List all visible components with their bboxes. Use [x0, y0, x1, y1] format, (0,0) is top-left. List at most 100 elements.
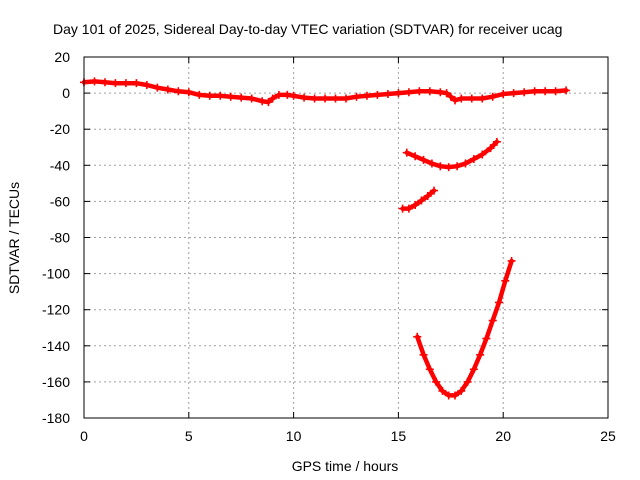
y-tick-label: -180	[42, 410, 70, 426]
data-point	[476, 350, 485, 359]
y-tick-label: 0	[62, 85, 70, 101]
y-tick-label: 20	[54, 49, 70, 65]
data-point	[258, 97, 267, 106]
data-point	[562, 86, 571, 95]
data-point	[501, 276, 510, 285]
data-point	[446, 92, 455, 101]
data-point	[264, 98, 273, 107]
data-point	[404, 204, 413, 213]
data-point	[413, 332, 422, 341]
data-point	[530, 87, 539, 96]
data-point	[417, 196, 426, 205]
data-point	[482, 334, 491, 343]
data-point	[331, 94, 340, 103]
data-point	[423, 191, 432, 200]
data-point	[373, 90, 382, 99]
data-point	[111, 79, 120, 88]
data-point	[425, 87, 434, 96]
data-point	[430, 186, 439, 195]
data-point	[121, 79, 130, 88]
data-point	[195, 90, 204, 99]
ticks: 0 5 10 15 20 25 20 0 -20 -40 -60 -80 -100 -120 -140 -16…	[42, 49, 616, 444]
data-point	[132, 79, 141, 88]
data-point	[321, 94, 330, 103]
x-tick-label: 25	[600, 428, 616, 444]
x-tick-label: 15	[391, 428, 407, 444]
data-point	[394, 89, 403, 98]
y-tick-label: -160	[42, 374, 70, 390]
data-series	[80, 77, 571, 400]
data-point	[457, 386, 466, 395]
x-tick-label: 0	[80, 428, 88, 444]
data-point	[427, 159, 436, 168]
data-point	[520, 88, 529, 97]
data-point	[469, 154, 478, 163]
data-point	[436, 162, 445, 171]
data-point	[461, 159, 470, 168]
series-trace	[415, 258, 514, 398]
data-point	[283, 90, 292, 99]
data-point	[216, 91, 225, 100]
data-point	[442, 89, 451, 98]
data-point	[438, 386, 447, 395]
data-point	[402, 148, 411, 157]
data-point	[237, 93, 246, 102]
data-point	[274, 90, 283, 99]
y-tick-label: -120	[42, 302, 70, 318]
data-point	[488, 316, 497, 325]
data-point	[268, 94, 277, 103]
data-point	[541, 87, 550, 96]
data-point	[492, 137, 501, 146]
data-point	[411, 201, 420, 210]
data-point	[100, 78, 109, 87]
y-tick-label: -100	[42, 266, 70, 282]
data-point	[289, 91, 298, 100]
y-axis-label: SDTVAR / TECUs	[6, 182, 22, 294]
x-axis-label: GPS time / hours	[292, 458, 399, 474]
data-point	[444, 163, 453, 172]
data-point	[463, 377, 472, 386]
data-point	[509, 89, 518, 98]
data-point	[495, 298, 504, 307]
data-point	[453, 162, 462, 171]
data-point	[247, 94, 256, 103]
data-point	[450, 391, 459, 400]
data-point	[425, 365, 434, 374]
x-tick-label: 5	[185, 428, 193, 444]
chart-title: Day 101 of 2025, Sidereal Day-to-day VTE…	[53, 21, 562, 37]
data-point	[153, 83, 162, 92]
data-point	[419, 350, 428, 359]
data-point	[499, 90, 508, 99]
data-point	[436, 88, 445, 97]
data-point	[507, 256, 516, 265]
y-tick-label: -20	[50, 121, 70, 137]
data-point	[450, 96, 459, 105]
data-point	[419, 155, 428, 164]
data-point	[184, 88, 193, 97]
data-point	[226, 92, 235, 101]
data-point	[415, 87, 424, 96]
data-point	[310, 94, 319, 103]
data-point	[404, 88, 413, 97]
x-tick-label: 10	[286, 428, 302, 444]
data-point	[90, 77, 99, 86]
data-point	[469, 365, 478, 374]
y-tick-label: -80	[50, 230, 70, 246]
data-point	[486, 144, 495, 153]
data-point	[362, 91, 371, 100]
data-point	[467, 94, 476, 103]
grid	[84, 57, 608, 418]
data-point	[478, 150, 487, 159]
data-point	[300, 93, 309, 102]
data-point	[551, 87, 560, 96]
data-point	[174, 87, 183, 96]
data-point	[163, 85, 172, 94]
data-point	[457, 94, 466, 103]
y-tick-label: -140	[42, 338, 70, 354]
data-point	[383, 90, 392, 99]
y-tick-label: -40	[50, 157, 70, 173]
data-point	[478, 94, 487, 103]
series-trace	[400, 188, 437, 211]
data-point	[352, 92, 361, 101]
data-point	[142, 80, 151, 89]
